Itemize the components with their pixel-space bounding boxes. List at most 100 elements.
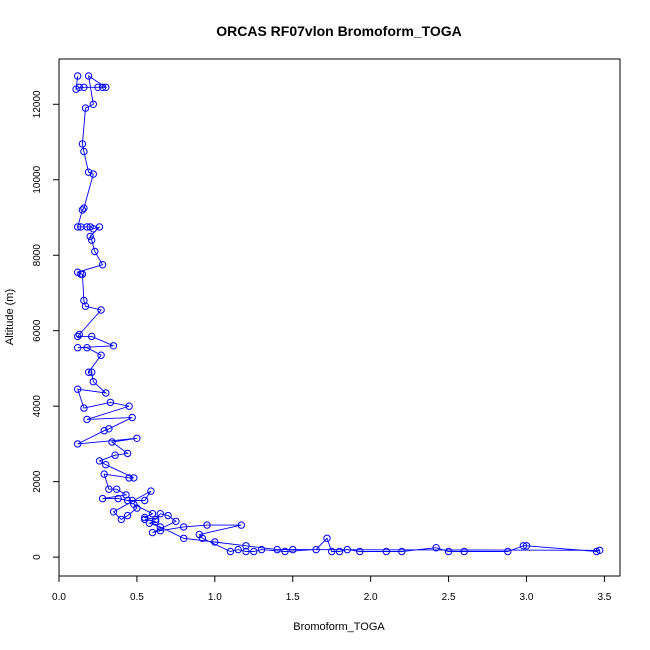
y-tick-label: 6000 [32, 319, 43, 342]
data-point [95, 223, 104, 231]
data-point [98, 494, 107, 503]
data-point [86, 232, 94, 241]
data-point [328, 547, 336, 556]
y-axis: 0 2000 4000 6000 8000 10000 12000 [32, 90, 60, 560]
data-point [125, 402, 133, 410]
data-point [88, 368, 96, 376]
data-point [109, 342, 118, 350]
data-point [180, 523, 188, 531]
data-point [102, 461, 110, 469]
x-axis: 0.0 0.5 1.0 1.5 2.0 2.5 3.0 3.5 [52, 575, 612, 603]
data-point [257, 545, 266, 554]
data-point [113, 485, 121, 493]
data-point [382, 547, 390, 556]
data-point [74, 72, 82, 80]
data-point [123, 496, 132, 505]
data-point [460, 547, 468, 556]
data-point [156, 527, 165, 535]
data-point [180, 534, 188, 542]
data-point [117, 515, 126, 524]
data-point [100, 470, 108, 478]
x-tick-label: 0.5 [130, 592, 144, 603]
series-line [75, 75, 600, 552]
data-point [289, 545, 297, 554]
data-point [75, 330, 84, 339]
data-point [164, 511, 172, 520]
data-point [80, 404, 88, 412]
data-point [108, 438, 116, 446]
data-point [89, 378, 98, 386]
data-point [111, 451, 119, 459]
x-tick-label: 1.5 [286, 592, 300, 603]
data-point [98, 83, 107, 92]
data-point [203, 521, 211, 529]
y-tick-label: 8000 [32, 244, 43, 267]
data-point [74, 344, 82, 352]
data-point [398, 547, 406, 556]
data-point [335, 547, 344, 556]
data-point [130, 500, 138, 508]
data-point [100, 427, 108, 435]
data-point [273, 545, 281, 554]
data-point [156, 523, 165, 531]
data-point [84, 368, 93, 376]
x-tick-label: 2.0 [364, 592, 378, 603]
data-point [151, 517, 160, 525]
series-layer [72, 72, 604, 556]
data-point [88, 332, 96, 341]
data-point [148, 510, 157, 518]
data-point [74, 385, 82, 393]
data-point [105, 485, 113, 493]
data-point [83, 415, 91, 424]
data-point [141, 513, 149, 522]
y-tick-label: 10000 [32, 165, 43, 193]
data-point [102, 389, 110, 397]
data-point [95, 457, 104, 465]
data-point [250, 547, 258, 556]
data-point [109, 508, 118, 516]
data-point [522, 542, 531, 550]
data-point [356, 547, 364, 556]
data-point [98, 261, 107, 269]
data-point [106, 398, 115, 407]
data-point [133, 434, 141, 442]
data-point [151, 515, 160, 524]
data-point [81, 104, 90, 112]
data-point [128, 496, 136, 505]
data-point [88, 236, 96, 244]
data-point [78, 140, 87, 148]
x-tick-label: 2.5 [442, 592, 456, 603]
data-point [94, 83, 102, 92]
data-point [114, 494, 122, 503]
data-point [141, 496, 149, 505]
data-point [211, 538, 219, 546]
data-point [141, 515, 149, 524]
data-point [242, 547, 250, 556]
data-point [84, 72, 93, 80]
data-point [125, 474, 133, 482]
data-point [156, 510, 165, 518]
data-point [504, 547, 512, 556]
data-point [78, 206, 87, 214]
data-point [596, 546, 604, 554]
data-point [80, 204, 88, 212]
data-point [83, 344, 91, 352]
data-point [432, 544, 440, 552]
data-point [105, 425, 113, 433]
data-point [147, 487, 155, 495]
data-point [102, 83, 110, 92]
y-tick-label: 4000 [32, 395, 43, 418]
data-point [234, 545, 242, 554]
data-point [74, 440, 82, 448]
data-point [84, 168, 93, 176]
y-axis-label: Altitude (m) [4, 289, 16, 345]
data-point [74, 223, 82, 231]
y-tick-label: 0 [32, 554, 43, 560]
data-point [91, 247, 99, 256]
data-point [444, 547, 453, 556]
y-tick-label: 2000 [32, 470, 43, 493]
data-point [343, 545, 351, 554]
data-point [97, 351, 105, 359]
plot-frame [58, 58, 621, 577]
data-point [81, 302, 90, 310]
